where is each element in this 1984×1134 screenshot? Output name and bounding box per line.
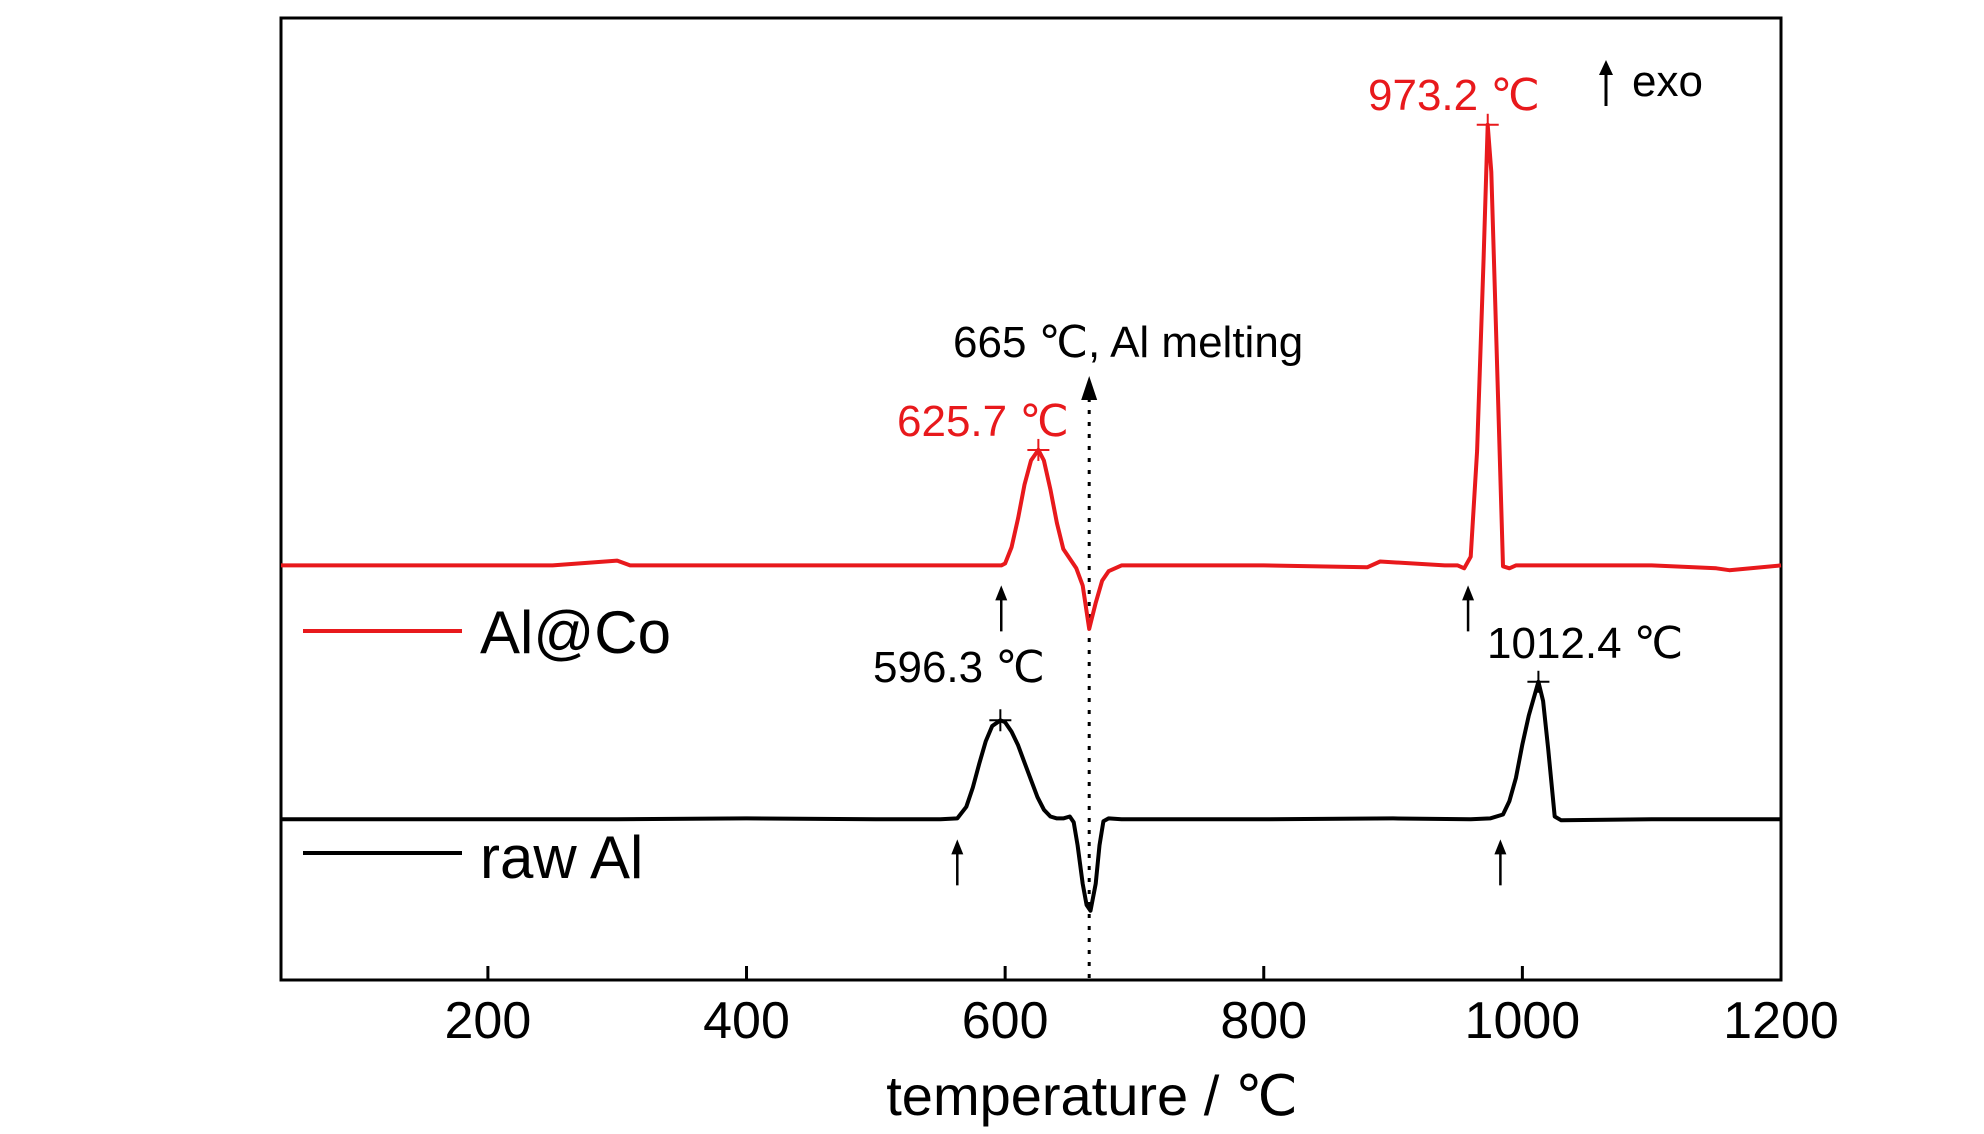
melting-arrowhead: [1081, 376, 1098, 400]
exo-indicator: exo: [1599, 57, 1703, 106]
x-axis-tick-labels: 200 400 600 800 1000 1200: [445, 992, 1839, 1050]
annotation-peak-973: 973.2 ℃: [1368, 71, 1540, 120]
series-layer: [281, 122, 1782, 913]
x-tick-label-400: 400: [703, 992, 790, 1050]
x-tick-label-200: 200: [445, 992, 532, 1050]
x-tick-label-800: 800: [1220, 992, 1307, 1050]
exo-arrowhead: [1599, 60, 1613, 75]
peak-markers: [989, 113, 1550, 732]
series-line-1: [281, 679, 1781, 913]
onset-arrowhead-3: [1494, 839, 1507, 855]
x-axis-title: temperature / ℃: [886, 1064, 1298, 1127]
annotation-al-melting: 665 ℃, Al melting: [953, 318, 1303, 367]
x-axis-ticks: [486, 966, 1783, 980]
annotation-peak-596: 596.3 ℃: [873, 643, 1045, 692]
x-tick-label-600: 600: [962, 992, 1049, 1050]
onset-arrowhead-2: [951, 839, 964, 855]
series-line-0: [281, 122, 1782, 631]
annotation-peak-625: 625.7 ℃: [897, 397, 1069, 446]
plot-frame: [279, 16, 1783, 982]
exo-label: exo: [1632, 57, 1703, 106]
legend-label-raw-al: raw Al: [480, 824, 643, 891]
annotation-peak-1012: 1012.4 ℃: [1487, 619, 1683, 668]
legend: Al@Co raw Al: [303, 599, 671, 891]
onset-arrowhead-0: [995, 585, 1008, 601]
onset-arrowhead-1: [1462, 585, 1475, 601]
x-tick-label-1200: 1200: [1723, 992, 1839, 1050]
onset-arrows: [951, 585, 1507, 886]
legend-label-alco: Al@Co: [480, 599, 671, 666]
x-tick-label-1000: 1000: [1465, 992, 1581, 1050]
